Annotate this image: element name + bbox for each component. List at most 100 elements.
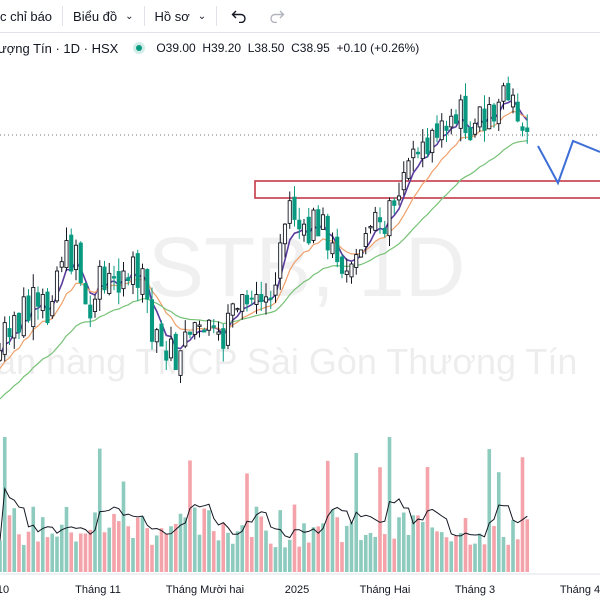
candle-body: [197, 324, 202, 327]
ema-fast-line: [0, 99, 528, 356]
candle-body: [116, 271, 121, 293]
low-value: L38.50: [247, 41, 285, 55]
volume-bar: [477, 533, 482, 572]
projection-path[interactable]: [537, 139, 600, 186]
candle-body: [453, 114, 459, 124]
chart-menu-button[interactable]: Biểu đồ ⌄: [63, 0, 143, 32]
candle-body: [401, 172, 406, 191]
volume-bar: [159, 528, 164, 572]
volume-bar: [515, 539, 520, 572]
candle-body: [335, 236, 340, 263]
candle-body: [358, 249, 364, 258]
candle-body: [330, 242, 335, 255]
volume-bar: [468, 544, 473, 572]
volume-bar: [164, 533, 169, 572]
candle-body: [145, 269, 150, 300]
volume-bar: [188, 460, 192, 572]
volume-bar: [192, 507, 197, 572]
candle-body: [525, 127, 530, 132]
volume-bar: [97, 448, 102, 572]
volume-bar: [88, 529, 93, 572]
candle-body: [92, 298, 98, 312]
volume-bar: [83, 533, 88, 572]
ema-slow-line: [0, 140, 528, 400]
redo-button[interactable]: [261, 0, 293, 32]
volume-bar: [387, 437, 392, 572]
volume-bar: [283, 547, 287, 572]
candle-body: [439, 120, 444, 141]
candle-body: [292, 196, 297, 220]
candle-body: [126, 277, 131, 281]
candle-body: [368, 226, 373, 229]
volume-bar: [525, 519, 530, 572]
candle-body: [26, 295, 31, 321]
volume-bar: [411, 515, 416, 572]
time-axis-label: 10: [0, 584, 9, 596]
candle-body: [491, 104, 497, 122]
candle-body: [472, 122, 478, 135]
volume-bar: [458, 533, 463, 572]
volume-bar: [235, 531, 240, 572]
candle-body: [240, 294, 245, 312]
volume-bar: [154, 535, 159, 572]
candle-body: [477, 106, 482, 128]
candle-body: [192, 322, 197, 335]
candle-body: [259, 294, 264, 302]
candle-body: [130, 256, 136, 285]
time-axis-label: Tháng 3: [455, 584, 495, 596]
candle-body: [211, 325, 216, 328]
volume-bar: [178, 513, 183, 572]
candle-body: [102, 266, 107, 291]
volume-bar: [40, 517, 45, 572]
candle-body: [482, 108, 487, 131]
time-axis: 10 Tháng 11 Tháng Mười hai 2025 Tháng Hai Thá…: [0, 584, 600, 596]
candle-body: [316, 209, 321, 237]
candle-body: [35, 292, 41, 307]
indicators-button[interactable]: c chỉ báo: [0, 0, 62, 32]
candle-body: [2, 322, 7, 355]
volume-bar: [145, 528, 150, 572]
volume-bar: [121, 481, 126, 572]
volume-bar: [311, 527, 316, 572]
volume-bar: [78, 533, 83, 572]
resistance-zone[interactable]: [254, 180, 600, 199]
top-toolbar: c chỉ báo Biểu đồ ⌄ Hồ sơ ⌄: [0, 0, 600, 33]
profile-menu-label: Hồ sơ: [154, 8, 190, 24]
volume-bar: [135, 517, 140, 572]
volume-bar: [112, 513, 116, 572]
volume-bar: [264, 530, 268, 572]
volume-bar: [287, 539, 292, 572]
candle-body: [425, 137, 430, 155]
volume-bar: [116, 521, 121, 572]
change-value: +0.10 (+0.26%): [336, 41, 420, 55]
volume-bar: [368, 532, 373, 572]
candle-body: [83, 283, 88, 305]
candle-body: [377, 217, 383, 223]
volume-bar: [107, 527, 112, 572]
symbol-title[interactable]: ượng Tín · 1D · HSX: [0, 40, 119, 56]
candle-body: [268, 297, 273, 300]
candle-body: [363, 233, 368, 247]
volume-bar: [363, 534, 368, 572]
candle-body: [415, 151, 421, 155]
time-axis-label: Tháng 11: [75, 584, 121, 596]
profile-menu-button[interactable]: Hồ sơ ⌄: [145, 0, 217, 32]
volume-bar: [2, 437, 7, 572]
candle-body: [7, 328, 12, 338]
candle-body: [354, 254, 359, 268]
volume-bar: [439, 532, 444, 572]
volume-bar: [401, 512, 406, 572]
toolbar-divider: [62, 6, 64, 26]
volume-bar: [273, 547, 278, 572]
undo-button[interactable]: [217, 0, 261, 32]
candle-body: [54, 270, 60, 302]
volume-bar: [492, 526, 496, 572]
volume-bar: [501, 536, 506, 572]
candle-body: [496, 101, 501, 125]
volume-bar: [207, 510, 211, 572]
candle-body: [111, 276, 117, 279]
candle-body: [135, 253, 140, 288]
candle-body: [154, 329, 159, 343]
volume-bar: [169, 526, 173, 572]
